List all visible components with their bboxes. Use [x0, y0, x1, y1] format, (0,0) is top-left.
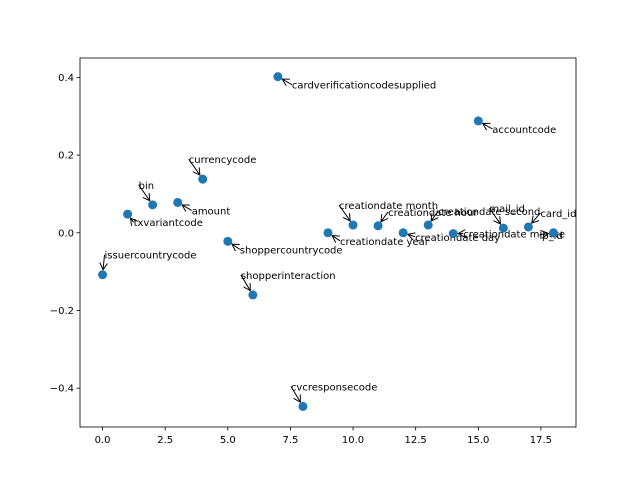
point-label: amount — [192, 206, 231, 217]
annotation-arrow — [483, 123, 493, 129]
point-label: creationdate second — [438, 207, 540, 218]
x-tick-label: 12.5 — [405, 435, 427, 446]
y-tick-label: 0.2 — [58, 151, 74, 162]
y-tick-label: −0.2 — [50, 306, 74, 317]
point-label: card_id — [540, 209, 576, 220]
x-tick-label: 17.5 — [530, 435, 552, 446]
y-tick-label: 0.0 — [58, 228, 74, 239]
annotation-arrow — [188, 158, 200, 175]
data-point — [373, 221, 383, 231]
data-point — [148, 200, 158, 210]
data-point — [498, 223, 508, 233]
plot-area — [79, 57, 577, 428]
data-point — [273, 72, 283, 82]
annotation-arrow — [539, 233, 548, 234]
data-point — [323, 228, 333, 238]
point-label: cardverificationcodesupplied — [292, 81, 436, 92]
point-label: currencycode — [189, 155, 257, 166]
annotation-arrow — [381, 211, 389, 222]
point-label: shopperinteraction — [241, 271, 336, 282]
annotation-arrow — [232, 244, 241, 249]
y-tick-label: 0.4 — [58, 73, 74, 84]
x-tick-label: 2.5 — [157, 435, 173, 446]
point-label: creationdate month — [339, 201, 438, 212]
x-tick-label: 0.0 — [95, 435, 111, 446]
annotation-arrow — [488, 207, 500, 224]
data-point — [348, 220, 358, 230]
data-point — [548, 228, 558, 238]
annotation-arrow — [282, 79, 293, 85]
data-point — [248, 290, 258, 300]
point-label: cvcresponsecode — [291, 382, 377, 393]
annotation-arrow — [431, 210, 439, 221]
x-tick-label: 10.0 — [342, 435, 364, 446]
y-axis: −0.4 −0.2 0.0 0.2 0.4 — [50, 73, 80, 395]
x-axis: 0.0 2.5 5.0 7.5 10.0 12.5 15.0 17.5 — [95, 427, 552, 446]
data-point — [223, 236, 233, 246]
data-point — [448, 229, 458, 239]
data-point — [523, 222, 533, 232]
annotation-arrow — [182, 205, 192, 211]
annotation-arrow — [338, 204, 350, 221]
data-point — [473, 116, 483, 126]
point-label: creationdate year — [340, 237, 430, 248]
data-point — [198, 174, 208, 184]
annotation-arrow — [290, 386, 300, 402]
annotation-arrow — [532, 212, 541, 223]
point-label: txvariantcode — [134, 218, 203, 229]
annotation-arrow — [138, 184, 150, 201]
point-label: shoppercountrycode — [240, 245, 343, 256]
annotation-arrow — [408, 234, 415, 236]
point-label: issuercountrycode — [105, 251, 197, 262]
data-point — [98, 270, 108, 280]
data-point — [123, 209, 133, 219]
point-label: creationdate minute — [463, 230, 565, 241]
x-tick-label: 5.0 — [220, 435, 236, 446]
data-point — [173, 197, 183, 207]
data-point — [398, 228, 408, 238]
annotations: issuercountrycode txvariantcode bin amount c… — [103, 79, 576, 402]
annotation-arrow — [103, 254, 105, 270]
data-point — [298, 401, 308, 411]
annotation-arrow — [240, 274, 250, 291]
data-point — [423, 220, 433, 230]
y-tick-label: −0.4 — [50, 384, 74, 395]
point-label: accountcode — [492, 125, 556, 136]
x-tick-label: 15.0 — [467, 435, 489, 446]
annotation-arrow — [332, 236, 341, 241]
data-points — [98, 72, 558, 411]
x-tick-label: 7.5 — [282, 435, 298, 446]
point-label: creationdate day — [415, 233, 500, 244]
annotation-arrow — [131, 218, 134, 222]
point-label: mail_id — [489, 204, 525, 215]
point-label: bin — [139, 181, 154, 192]
